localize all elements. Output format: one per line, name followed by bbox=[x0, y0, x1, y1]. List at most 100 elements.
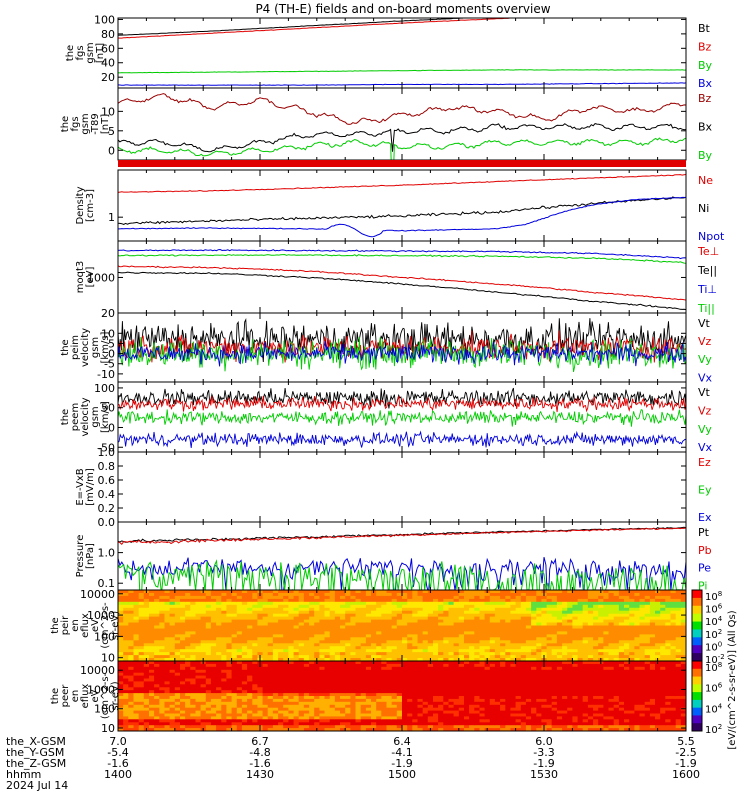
heatmap-cell bbox=[149, 631, 155, 635]
heatmap-cell bbox=[190, 663, 197, 668]
heatmap-cell bbox=[458, 690, 465, 694]
heatmap-cell bbox=[412, 622, 419, 627]
heatmap-cell bbox=[345, 696, 351, 700]
heatmap-cell bbox=[407, 719, 413, 723]
heatmap-cell bbox=[149, 601, 155, 606]
heatmap-cell bbox=[670, 598, 677, 603]
heatmap-cell bbox=[469, 693, 475, 697]
heatmap-cell bbox=[618, 601, 625, 606]
heatmap-cell bbox=[247, 698, 253, 703]
heatmap-cell bbox=[195, 590, 202, 594]
heatmap-cell bbox=[231, 628, 238, 633]
heatmap-cell bbox=[639, 640, 646, 644]
heatmap-cell bbox=[660, 604, 666, 609]
heatmap-cell bbox=[195, 640, 202, 644]
heatmap-cell bbox=[582, 622, 589, 627]
heatmap-cell bbox=[350, 713, 357, 717]
heatmap-cell bbox=[319, 690, 326, 694]
heatmap-cell bbox=[427, 619, 434, 624]
heatmap-cell bbox=[350, 687, 357, 691]
heatmap-cell bbox=[608, 634, 615, 638]
heatmap-cell bbox=[365, 707, 372, 712]
heatmap-cell bbox=[675, 593, 682, 597]
heatmap-cell bbox=[329, 675, 336, 680]
heatmap-cell bbox=[278, 628, 284, 633]
heatmap-cell bbox=[298, 613, 305, 618]
heatmap-cell bbox=[241, 631, 248, 635]
heatmap-cell bbox=[267, 598, 274, 603]
heatmap-cell bbox=[598, 613, 604, 618]
heatmap-cell bbox=[603, 616, 610, 621]
heatmap-cell bbox=[458, 649, 465, 653]
heatmap-cell bbox=[376, 661, 382, 665]
heatmap-cell bbox=[236, 610, 243, 615]
heatmap-cell bbox=[365, 593, 372, 597]
heatmap-cell bbox=[293, 593, 300, 597]
heatmap-cell bbox=[365, 634, 372, 638]
heatmap-cell bbox=[231, 658, 238, 661]
heatmap-cell bbox=[484, 666, 491, 671]
heatmap-cell bbox=[381, 675, 388, 680]
heatmap-cell bbox=[334, 631, 341, 635]
heatmap-cell bbox=[128, 701, 135, 706]
heatmap-cell bbox=[396, 684, 403, 688]
heatmap-cell bbox=[128, 631, 135, 635]
heatmap-cell bbox=[402, 634, 408, 638]
heatmap-cell bbox=[216, 710, 222, 715]
heatmap-cell bbox=[200, 707, 207, 712]
heatmap-cell bbox=[133, 601, 140, 606]
heatmap-cell bbox=[396, 704, 403, 709]
heatmap-cell bbox=[438, 604, 444, 609]
heatmap-cell bbox=[572, 595, 579, 600]
heatmap-cell bbox=[159, 701, 166, 706]
heatmap-cell bbox=[195, 613, 202, 618]
heatmap-cell bbox=[360, 716, 367, 720]
heatmap-cell bbox=[164, 619, 171, 624]
heatmap-cell bbox=[278, 652, 284, 656]
heatmap-cell bbox=[365, 710, 372, 715]
heatmap-cell bbox=[500, 652, 506, 656]
heatmap-cell bbox=[381, 698, 388, 703]
heatmap-cell bbox=[267, 710, 274, 715]
heatmap-cell bbox=[608, 601, 615, 606]
heatmap-cell bbox=[138, 690, 145, 694]
heatmap-cell bbox=[438, 607, 444, 612]
heatmap-cell bbox=[634, 593, 641, 597]
heatmap-cell bbox=[143, 607, 150, 612]
heatmap-cell bbox=[376, 604, 382, 609]
heatmap-cell bbox=[402, 646, 408, 650]
y-tick-label: 1.0 bbox=[98, 446, 116, 459]
heatmap-cell bbox=[438, 634, 444, 638]
heatmap-cell bbox=[309, 719, 315, 723]
heatmap-cell bbox=[644, 619, 651, 624]
heatmap-cell bbox=[407, 652, 413, 656]
heatmap-cell bbox=[272, 728, 279, 731]
heatmap-cell bbox=[376, 696, 382, 700]
heatmap-cell bbox=[143, 643, 150, 647]
heatmap-cell bbox=[334, 625, 341, 630]
heatmap-cell bbox=[360, 613, 367, 618]
heatmap-cell bbox=[396, 663, 403, 668]
heatmap-cell bbox=[324, 595, 331, 600]
heatmap-cell bbox=[417, 643, 424, 647]
heatmap-cell bbox=[200, 613, 207, 618]
heatmap-cell bbox=[391, 634, 398, 638]
heatmap-cell bbox=[293, 590, 300, 594]
heatmap-cell bbox=[525, 631, 532, 635]
heatmap-cell bbox=[665, 643, 672, 647]
heatmap-cell bbox=[376, 690, 382, 694]
heatmap-cell bbox=[272, 666, 279, 671]
heatmap-cell bbox=[546, 604, 553, 609]
heatmap-cell bbox=[149, 622, 155, 627]
heatmap-cell bbox=[402, 681, 408, 685]
heatmap-cell bbox=[551, 595, 558, 600]
legend-entry: Pt bbox=[698, 526, 710, 539]
heatmap-cell bbox=[634, 619, 641, 624]
heatmap-cell bbox=[598, 640, 604, 644]
heatmap-cell bbox=[649, 593, 656, 597]
heatmap-cell bbox=[221, 716, 228, 720]
heatmap-cell bbox=[303, 669, 310, 674]
heatmap-cell bbox=[185, 613, 191, 618]
heatmap-cell bbox=[407, 646, 413, 650]
